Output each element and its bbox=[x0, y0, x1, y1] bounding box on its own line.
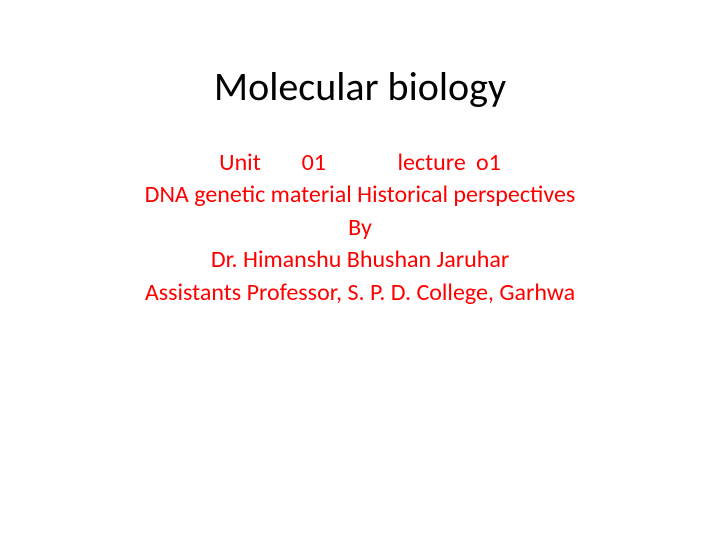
subtitle-topic: DNA genetic material Historical perspect… bbox=[0, 179, 720, 211]
subtitle-affiliation: Assistants Professor, S. P. D. College, … bbox=[0, 277, 720, 309]
subtitle-by: By bbox=[0, 212, 720, 244]
subtitle-block: Unit 01 lecture o1 DNA genetic material … bbox=[0, 147, 720, 309]
subtitle-author: Dr. Himanshu Bhushan Jaruhar bbox=[0, 244, 720, 276]
subtitle-unit-lecture: Unit 01 lecture o1 bbox=[0, 147, 720, 179]
slide-title: Molecular biology bbox=[0, 62, 720, 111]
slide-container: Molecular biology Unit 01 lecture o1 DNA… bbox=[0, 0, 720, 540]
